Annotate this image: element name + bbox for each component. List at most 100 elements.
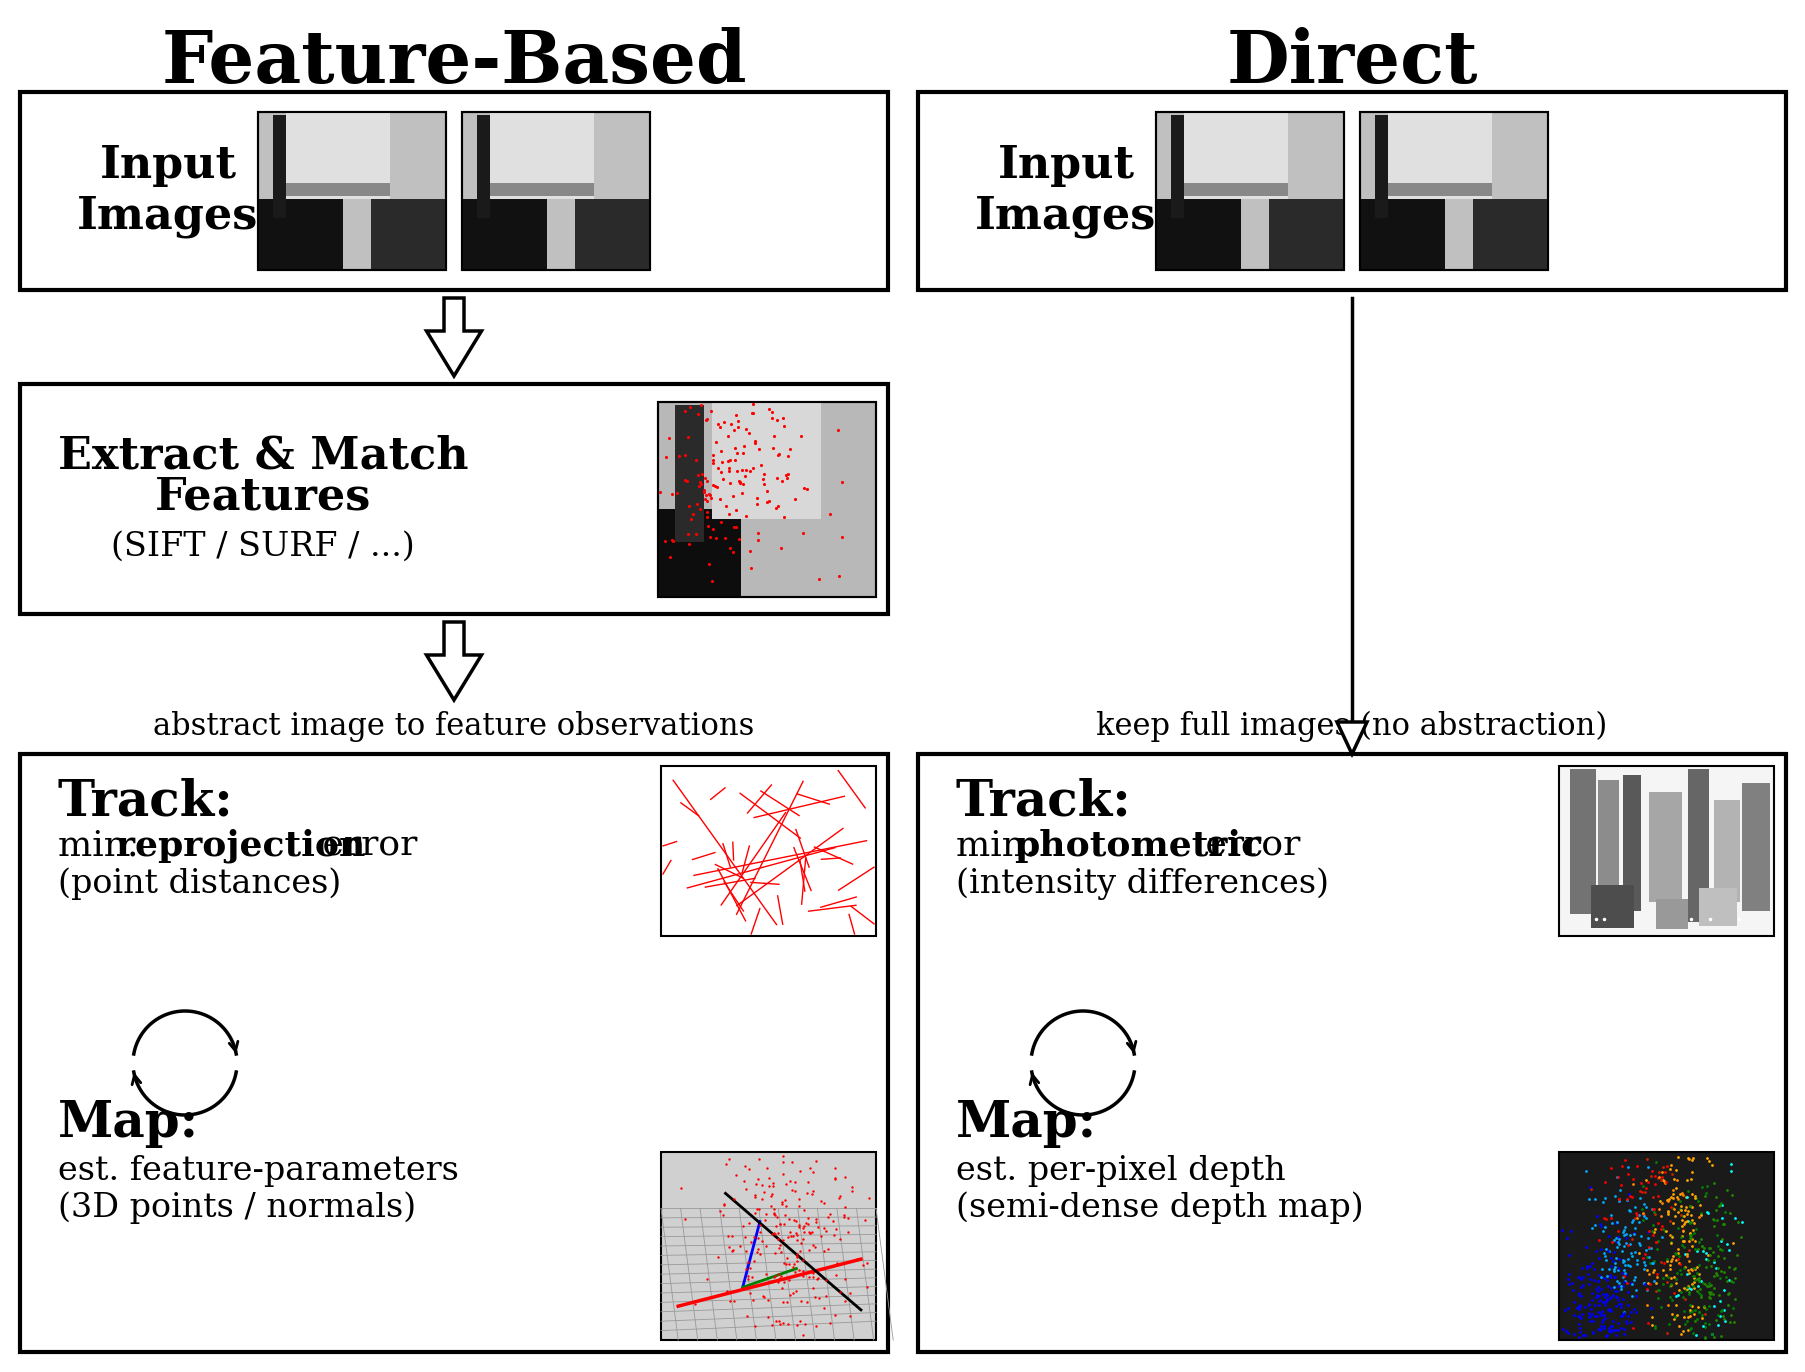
Point (1628, 1247, 1657, 1269)
Point (1624, 1211, 1653, 1233)
Bar (1740, 783, 1769, 911)
Point (796, 1221, 825, 1243)
Point (1684, 1270, 1713, 1292)
Point (1606, 1305, 1635, 1327)
Point (778, 1257, 807, 1279)
Point (1661, 1250, 1689, 1272)
Point (1576, 1179, 1605, 1200)
Point (819, 1157, 848, 1179)
Point (1644, 1191, 1673, 1213)
Text: (intensity differences): (intensity differences) (955, 867, 1328, 900)
Point (1612, 1272, 1641, 1294)
Point (1588, 1314, 1617, 1336)
Point (776, 1221, 805, 1243)
Point (740, 1185, 769, 1207)
Point (724, 416, 753, 438)
Point (1641, 1165, 1670, 1187)
Point (1554, 1244, 1583, 1266)
Text: error: error (310, 829, 417, 863)
Point (774, 1284, 803, 1306)
Point (1664, 1253, 1693, 1275)
Point (782, 1243, 810, 1265)
Point (1574, 1268, 1603, 1290)
Point (1587, 1258, 1615, 1280)
Point (1646, 1169, 1675, 1191)
Point (1603, 1220, 1632, 1242)
Point (1689, 1325, 1718, 1347)
Point (1661, 1177, 1689, 1199)
Point (1677, 1147, 1706, 1169)
Point (1606, 1240, 1635, 1262)
Point (709, 1194, 738, 1216)
Point (1693, 1202, 1722, 1224)
Point (1668, 1184, 1697, 1206)
Point (1643, 1238, 1671, 1259)
Text: Map:: Map: (955, 1099, 1096, 1147)
Point (720, 449, 749, 471)
Point (1662, 1169, 1691, 1191)
Point (702, 431, 731, 453)
Point (1689, 1273, 1718, 1295)
Point (760, 1222, 789, 1244)
Point (735, 541, 764, 563)
Point (1567, 1308, 1596, 1329)
Point (1581, 1284, 1610, 1306)
Bar (1155, 199, 1240, 270)
Point (803, 1268, 832, 1290)
Point (1671, 1276, 1700, 1298)
Point (1605, 1294, 1634, 1316)
Point (1679, 1187, 1708, 1209)
Point (700, 475, 729, 497)
Point (1648, 1170, 1677, 1192)
Point (680, 1292, 709, 1314)
Bar (1155, 113, 1343, 270)
Point (798, 1262, 827, 1284)
Point (794, 1213, 823, 1235)
Point (1596, 1266, 1625, 1288)
Point (1579, 1214, 1608, 1236)
Point (1601, 1232, 1630, 1254)
Point (1594, 1320, 1623, 1342)
Point (1587, 1238, 1615, 1259)
Point (1686, 1308, 1715, 1329)
Point (662, 483, 691, 505)
Point (1644, 1205, 1673, 1227)
Point (1700, 1262, 1729, 1284)
Point (1655, 1185, 1684, 1207)
Point (708, 1205, 736, 1227)
Point (1596, 1203, 1625, 1225)
Point (1679, 1310, 1708, 1332)
Point (706, 488, 735, 510)
Point (821, 1253, 850, 1275)
Point (1680, 1185, 1709, 1207)
Point (1570, 1161, 1599, 1183)
Point (1612, 1254, 1641, 1276)
Point (1664, 1279, 1693, 1301)
Point (690, 466, 718, 488)
Point (816, 504, 845, 525)
Point (1659, 1309, 1688, 1331)
Point (1671, 1264, 1700, 1286)
Point (782, 1280, 810, 1302)
Bar (20, 384, 888, 615)
Point (1583, 1305, 1612, 1327)
Point (1684, 1206, 1713, 1228)
Point (1706, 1325, 1735, 1347)
Point (1689, 1327, 1718, 1349)
Point (1635, 1165, 1664, 1187)
Point (1610, 1254, 1639, 1276)
Point (1673, 1147, 1702, 1169)
Point (834, 1207, 863, 1229)
Point (1612, 1227, 1641, 1249)
Point (686, 471, 715, 493)
Point (1612, 1233, 1641, 1255)
Bar (1688, 770, 1709, 922)
Point (1608, 1249, 1637, 1270)
Point (1689, 1316, 1718, 1338)
Point (1590, 1286, 1619, 1308)
Point (783, 1259, 812, 1281)
Point (713, 1225, 742, 1247)
Point (787, 1217, 816, 1239)
Point (792, 477, 821, 499)
Point (753, 1306, 782, 1328)
